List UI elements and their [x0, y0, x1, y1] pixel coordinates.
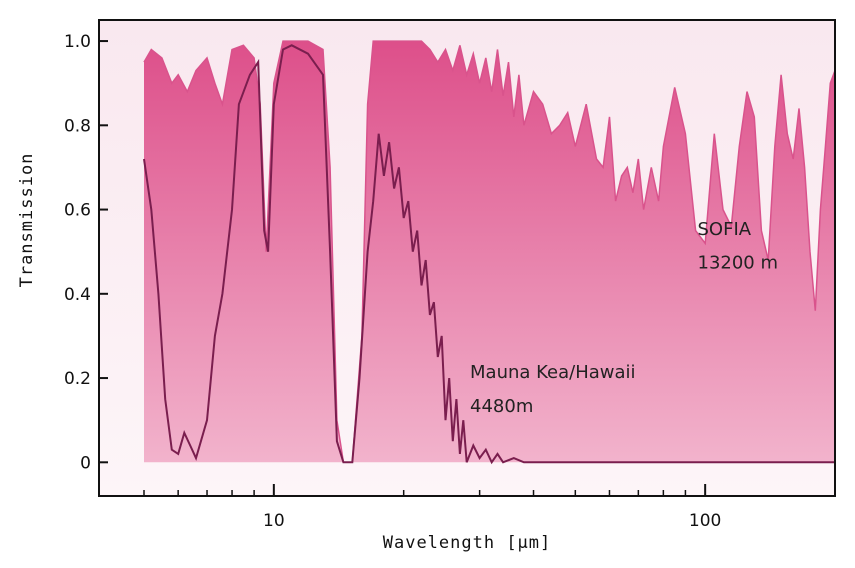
y-tick-label: 0.8 [64, 116, 91, 136]
y-tick-label: 0.2 [64, 369, 91, 389]
series-annotation: 4480m [470, 396, 533, 417]
mauna-kea-series-line [143, 44, 835, 465]
y-axis-title: Transmission [17, 153, 37, 288]
series-annotation: SOFIA [698, 219, 752, 240]
sofia-series-area [144, 41, 835, 463]
x-tick-label: 100 [689, 511, 721, 531]
sofia-series-line [143, 40, 836, 464]
y-tick-label: 1.0 [64, 32, 91, 52]
x-axis-title: Wavelength [μm] [383, 533, 552, 553]
y-tick-label: 0 [80, 453, 91, 473]
x-tick-label: 10 [263, 511, 285, 531]
y-tick-label: 0.4 [64, 285, 91, 305]
series-annotation: Mauna Kea/Hawaii [470, 362, 636, 383]
x-axis-ticks: 10 100 [143, 484, 836, 531]
plot-frame [98, 19, 836, 497]
series-annotations: SOFIA 13200 m Mauna Kea/Hawaii 4480m [470, 219, 778, 417]
series-annotation: 13200 m [698, 253, 779, 274]
y-tick-label: 0.6 [64, 201, 91, 221]
y-axis-ticks: 0 0.2 0.4 0.6 0.8 1.0 [64, 32, 108, 473]
